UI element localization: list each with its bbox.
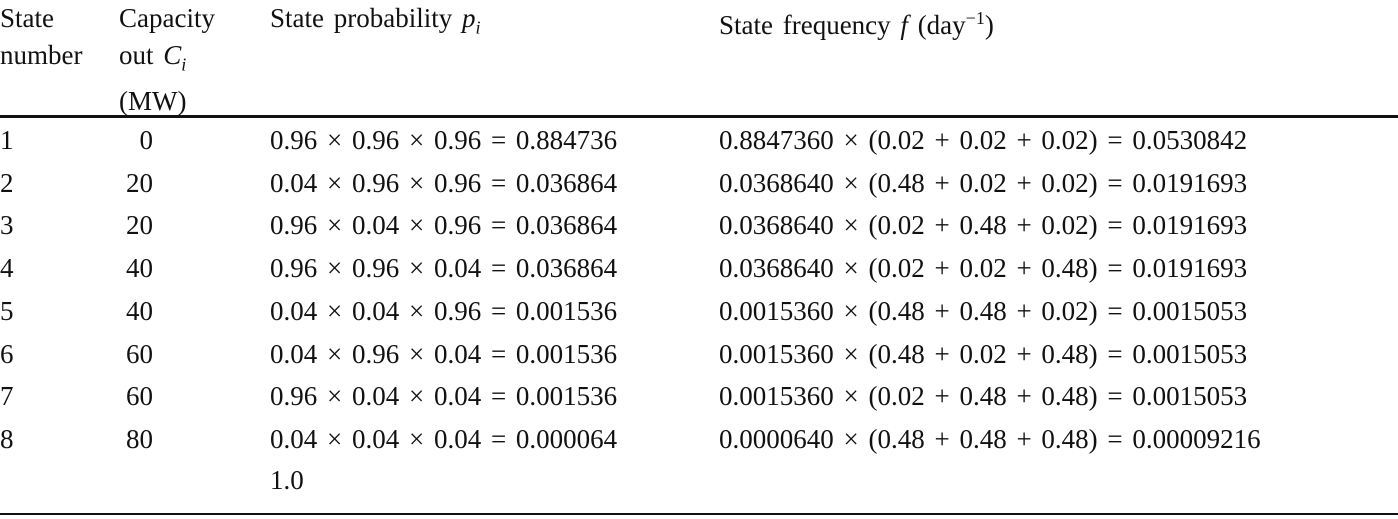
superscript: −1 <box>965 8 985 28</box>
symbol: f <box>900 10 908 40</box>
total-cell: 1.0 <box>270 465 304 495</box>
table-cell: 0.04 × 0.96 × 0.96 = 0.036864 <box>270 167 618 198</box>
table-cell: 8 <box>0 423 14 454</box>
table-cell: 0.8847360 × (0.02 + 0.02 + 0.02) = 0.053… <box>719 125 1248 155</box>
header-text: Capacity out <box>119 3 215 70</box>
table-cell: 0.0015360 × (0.48 + 0.02 + 0.48) = 0.001… <box>719 338 1248 369</box>
subscript: i <box>475 17 481 38</box>
table-cell: 0.0368640 × (0.02 + 0.02 + 0.48) = 0.019… <box>719 253 1248 284</box>
bottom-rule <box>0 513 1398 515</box>
symbol: C <box>163 40 182 70</box>
table-cell: 0.96 × 0.96 × 0.04 = 0.036864 <box>270 253 618 284</box>
table-cell: 60 <box>126 338 153 369</box>
table-cell: 0.0015360 × (0.02 + 0.48 + 0.48) = 0.001… <box>719 381 1248 412</box>
header-cell: State probability pi <box>270 0 480 46</box>
table-cell: 7 <box>0 381 14 412</box>
header-cell: State number <box>0 0 110 74</box>
table-cell: 0.96 × 0.04 × 0.04 = 0.001536 <box>270 381 618 412</box>
symbol: p <box>461 3 476 33</box>
table-cell: 60 <box>126 381 153 412</box>
table-cell: 20 <box>126 210 153 241</box>
table-cell: 0.96 × 0.04 × 0.96 = 0.036864 <box>270 210 618 241</box>
table-cell: 0 <box>139 125 154 155</box>
unit: (MW) <box>119 86 187 117</box>
table-cell: 80 <box>126 423 153 454</box>
table-cell: 0.04 × 0.04 × 0.04 = 0.000064 <box>270 423 618 454</box>
table-cell: 0.0000640 × (0.48 + 0.48 + 0.48) = 0.000… <box>719 423 1261 454</box>
table-cell: 5 <box>0 295 14 326</box>
table-cell: 1 <box>0 125 14 155</box>
table-cell: 3 <box>0 210 14 241</box>
table-cell: 2 <box>0 167 14 198</box>
header-text: State probability <box>270 3 453 33</box>
table-cell: 0.04 × 0.04 × 0.96 = 0.001536 <box>270 295 618 326</box>
table-cell: 0.0015360 × (0.48 + 0.48 + 0.02) = 0.001… <box>719 295 1248 326</box>
table-cell: 0.0368640 × (0.02 + 0.48 + 0.02) = 0.019… <box>719 210 1248 241</box>
table-cell: 20 <box>126 167 153 198</box>
table-cell: 40 <box>126 253 153 284</box>
unit: ) <box>984 10 994 40</box>
table-cell: 0.04 × 0.96 × 0.04 = 0.001536 <box>270 338 618 369</box>
subscript: i <box>181 54 187 75</box>
table-cell: 0.96 × 0.96 × 0.96 = 0.884736 <box>270 125 618 155</box>
header-rule <box>0 115 1398 118</box>
header-text: State frequency <box>719 10 891 40</box>
header-text: State number <box>0 3 83 70</box>
table-cell: 6 <box>0 338 14 369</box>
header-cell: Capacity out Ci (MW) <box>119 0 237 120</box>
header-cell: State frequency f (day−1) <box>719 0 994 44</box>
unit: (day <box>917 10 966 40</box>
table-cell: 40 <box>126 295 153 326</box>
table-cell: 4 <box>0 253 14 284</box>
table-cell: 0.0368640 × (0.48 + 0.02 + 0.02) = 0.019… <box>719 167 1248 198</box>
